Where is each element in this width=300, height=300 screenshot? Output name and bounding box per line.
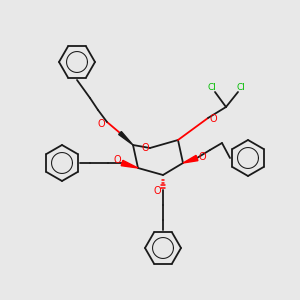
Text: O: O xyxy=(198,152,206,162)
Text: O: O xyxy=(153,186,161,196)
Polygon shape xyxy=(118,131,133,145)
Text: O: O xyxy=(141,143,149,153)
Polygon shape xyxy=(121,160,138,168)
Text: O: O xyxy=(209,114,217,124)
Text: Cl: Cl xyxy=(237,83,245,92)
Text: O: O xyxy=(97,119,105,129)
Polygon shape xyxy=(183,155,198,163)
Text: Cl: Cl xyxy=(208,83,216,92)
Text: O: O xyxy=(113,155,121,165)
